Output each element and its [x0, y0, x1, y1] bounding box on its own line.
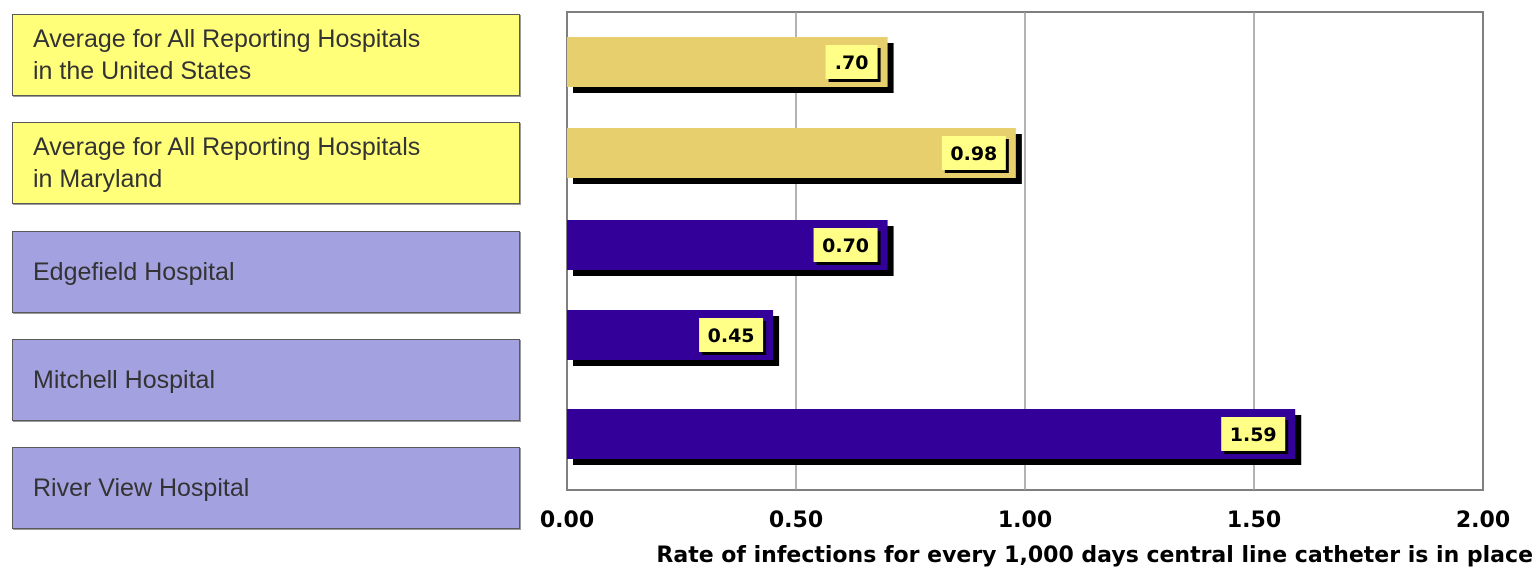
data-label-box [699, 318, 764, 352]
category-label: Edgefield Hospital [33, 258, 235, 286]
data-label: 0.98 [950, 143, 997, 165]
x-tick-label: 1.00 [998, 508, 1052, 533]
category-label-box: Mitchell Hospital [12, 339, 520, 421]
category-label: River View Hospital [33, 474, 250, 502]
bar [567, 128, 1016, 178]
x-tick-label: 0.50 [769, 508, 823, 533]
category-label-box: Average for All Reporting Hospitals in t… [12, 14, 520, 96]
x-tick-label: 1.50 [1227, 508, 1281, 533]
bar [567, 409, 1296, 459]
data-label-box [941, 136, 1006, 170]
category-label: Average for All Reporting Hospitals in t… [33, 25, 421, 85]
category-label: Average for All Reporting Hospitals in M… [33, 133, 421, 193]
data-label-box [825, 45, 878, 79]
x-tick-label: 2.00 [1456, 508, 1510, 533]
x-tick-label: 0.00 [540, 508, 594, 533]
category-label-box: Average for All Reporting Hospitals in M… [12, 122, 520, 204]
data-label: .70 [835, 52, 869, 74]
data-label: 1.59 [1230, 424, 1277, 446]
data-label: 0.70 [822, 235, 869, 257]
data-label-box [813, 228, 878, 262]
category-label-box: Edgefield Hospital [12, 231, 520, 313]
category-label-box: River View Hospital [12, 447, 520, 529]
x-axis-title: Rate of infections for every 1,000 days … [656, 543, 1533, 568]
category-label: Mitchell Hospital [33, 366, 216, 394]
data-label-box [1221, 417, 1286, 451]
data-label: 0.45 [708, 325, 755, 347]
